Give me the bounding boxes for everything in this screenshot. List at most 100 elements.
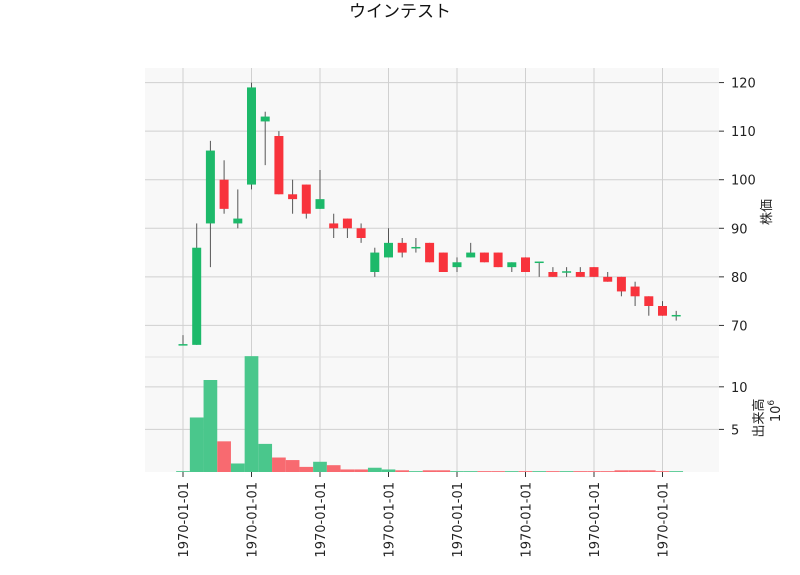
candle-body: [452, 262, 462, 268]
price-axis-ticks: 70 80 90 100 110 120: [719, 77, 756, 334]
volume-bar: [628, 470, 642, 472]
candle-body: [548, 272, 558, 277]
candle-body: [466, 252, 476, 258]
price-gridlines: [145, 82, 719, 326]
candle-body: [192, 247, 202, 345]
volume-scale-label: 106: [767, 400, 784, 423]
price-tick-label: 110: [731, 125, 756, 140]
volume-panel-background: [145, 357, 719, 472]
volume-bar: [669, 471, 684, 472]
volume-bar: [436, 470, 451, 472]
candle-body: [616, 276, 626, 292]
volume-gridlines: [145, 386, 719, 430]
x-tick-label: 1970-01-01: [520, 482, 535, 558]
price-tick-label: 100: [731, 174, 756, 189]
volume-bar: [258, 443, 273, 472]
candle-body: [658, 306, 667, 316]
volume-bar: [285, 460, 300, 472]
candle-body: [589, 267, 599, 277]
candle-body: [384, 242, 393, 258]
candles: [178, 82, 681, 346]
candle-body: [507, 262, 517, 268]
volume-bar: [655, 471, 670, 472]
volume-bar: [340, 469, 355, 472]
candle-body: [288, 194, 298, 200]
candle-body: [205, 150, 215, 224]
volume-bar: [395, 470, 410, 472]
x-tick-label: 1970-01-01: [657, 482, 672, 558]
candle-body: [329, 223, 339, 229]
volume-bar: [176, 471, 190, 472]
price-axis-label: 株価: [760, 199, 775, 225]
candle-body: [356, 228, 366, 238]
x-tick-label: 1970-01-01: [177, 482, 192, 558]
candle-body: [274, 136, 284, 195]
volume-bar: [463, 471, 478, 472]
volume-bar: [600, 471, 615, 472]
volume-bar: [189, 417, 204, 472]
volume-bar: [573, 471, 588, 472]
volume-scale-base: 10: [769, 406, 784, 423]
volume-bar: [491, 471, 505, 472]
volume-bar: [313, 461, 327, 472]
x-tick-label: 1970-01-01: [314, 482, 329, 558]
volume-bar: [367, 467, 382, 472]
price-tick-label: 120: [731, 77, 756, 92]
x-tick-label: 1970-01-01: [246, 482, 261, 558]
candle-body: [425, 242, 435, 263]
candle-body: [438, 252, 448, 272]
volume-axis-label: 出来高: [751, 398, 767, 437]
candle-body: [603, 276, 613, 282]
x-tick-label: 1970-01-01: [451, 482, 466, 558]
candle-body: [644, 296, 654, 306]
candle-body: [247, 87, 256, 185]
volume-bar: [504, 471, 519, 472]
volume-bar: [559, 471, 574, 472]
candle-body: [219, 179, 229, 209]
volume-bar: [354, 469, 368, 472]
volume-bar: [272, 457, 286, 472]
volume-bar: [381, 469, 396, 472]
volume-bar: [299, 466, 314, 472]
price-tick-label: 70: [731, 319, 748, 334]
volume-bar: [641, 470, 656, 472]
volume-bars: [176, 356, 684, 472]
price-tick-label: 80: [731, 271, 748, 286]
candle-body: [397, 242, 407, 253]
candle-body: [260, 116, 270, 122]
price-panel-background: [145, 68, 719, 357]
volume-bar: [587, 471, 601, 472]
x-tick-label: 1970-01-01: [588, 482, 603, 558]
candle-body: [301, 184, 311, 214]
volume-bar: [244, 356, 259, 472]
candle-body: [233, 218, 243, 224]
candle-body: [521, 257, 530, 272]
x-axis-ticks: 1970-01-01 1970-01-01 1970-01-01 1970-01-01…: [177, 472, 672, 558]
candle-body: [342, 218, 352, 229]
candle-body: [575, 272, 585, 277]
volume-tick-label: 5: [731, 423, 739, 438]
volume-bar: [326, 465, 341, 472]
volume-bar: [546, 471, 560, 472]
volume-bar: [477, 471, 492, 472]
candle-body: [493, 252, 503, 268]
volume-bar: [409, 471, 423, 472]
volume-bar: [203, 380, 218, 472]
volume-scale-exponent: 6: [767, 400, 777, 406]
volume-bar: [450, 471, 464, 472]
volume-bar: [614, 470, 629, 472]
x-tick-label: 1970-01-01: [383, 482, 398, 558]
candle-body: [315, 199, 325, 209]
chart-title: ウインテスト: [349, 2, 451, 22]
candle-body: [370, 252, 380, 272]
candle-body: [479, 252, 489, 263]
volume-bar: [532, 471, 547, 472]
candle-body: [630, 286, 640, 297]
volume-axis-ticks: 5 10: [719, 381, 748, 438]
volume-bar: [518, 471, 533, 472]
volume-tick-label: 10: [731, 381, 748, 396]
volume-bar: [230, 463, 245, 472]
volume-bar: [422, 470, 437, 472]
